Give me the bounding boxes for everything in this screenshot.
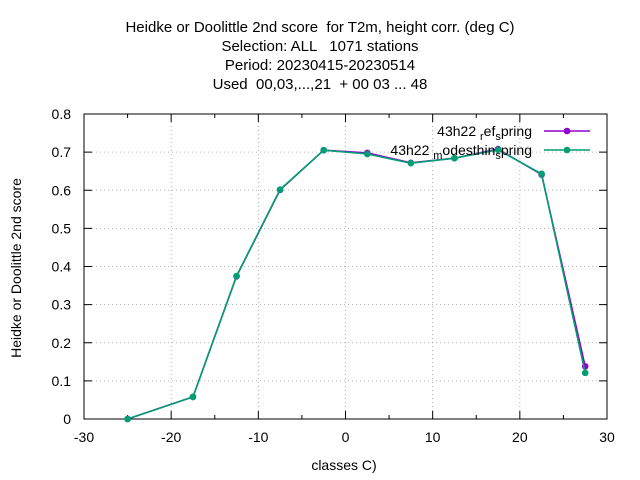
- series-2-point: [320, 146, 328, 154]
- series-2-point: [451, 154, 458, 162]
- legend-label-1: 43h22 refspring: [437, 123, 532, 143]
- chart-title-line-4: Used 00,03,...,21 + 00 03 ... 48: [212, 76, 428, 93]
- y-axis-label: Heidke or Doolittle 2nd score: [8, 178, 24, 358]
- x-tick-label: -20: [161, 429, 181, 445]
- x-tick-label: -30: [74, 429, 94, 445]
- series-line-1: [127, 148, 586, 420]
- x-tick-label: 10: [425, 429, 441, 445]
- series-2-point: [581, 369, 589, 377]
- series-layer: [124, 145, 589, 423]
- x-tick-label: 30: [599, 429, 615, 445]
- series-2-point: [124, 415, 131, 423]
- legend-marker-2: [563, 146, 571, 154]
- x-axis-label: classes C): [311, 457, 377, 473]
- y-tick-label: 0.1: [52, 373, 72, 389]
- y-tick-label: 0.2: [52, 335, 72, 351]
- series-2-point: [494, 146, 502, 154]
- y-tick-label: 0: [63, 411, 71, 427]
- series-2-point: [276, 186, 284, 193]
- y-tick-label: 0.5: [52, 220, 72, 236]
- x-tick-label: -10: [248, 429, 268, 445]
- chart-title-line-3: Period: 20230415-20230514: [224, 57, 416, 74]
- series-2-point: [538, 170, 545, 178]
- legend-marker-1: [563, 127, 571, 135]
- chart-title-line-2: Selection: ALL 1071 stations: [221, 38, 419, 55]
- y-tick-label: 0.3: [52, 297, 72, 313]
- x-tick-label: 20: [512, 429, 528, 445]
- y-tick-label: 0.4: [52, 259, 72, 275]
- series-2-point: [407, 159, 415, 167]
- y-tick-label: 0.6: [52, 182, 72, 198]
- grid-layer: [84, 114, 607, 419]
- legend-label-2: 43h22 modesthinspring: [390, 142, 532, 162]
- y-tick-label: 0.8: [52, 106, 72, 122]
- series-2-point: [363, 150, 371, 158]
- y-tick-label: 0.7: [52, 144, 72, 160]
- series-2-point: [189, 393, 197, 401]
- x-tick-label: 0: [342, 429, 350, 445]
- ticks-layer: -30 -20 -10 0 10 20 30 0 0.1 0.2 0.3 0.4 0.5 0.6 0.7 0.…: [52, 106, 615, 445]
- series-2-point: [233, 272, 240, 280]
- chart-title-line-1: Heidke or Doolittle 2nd score for T2m, h…: [125, 19, 515, 36]
